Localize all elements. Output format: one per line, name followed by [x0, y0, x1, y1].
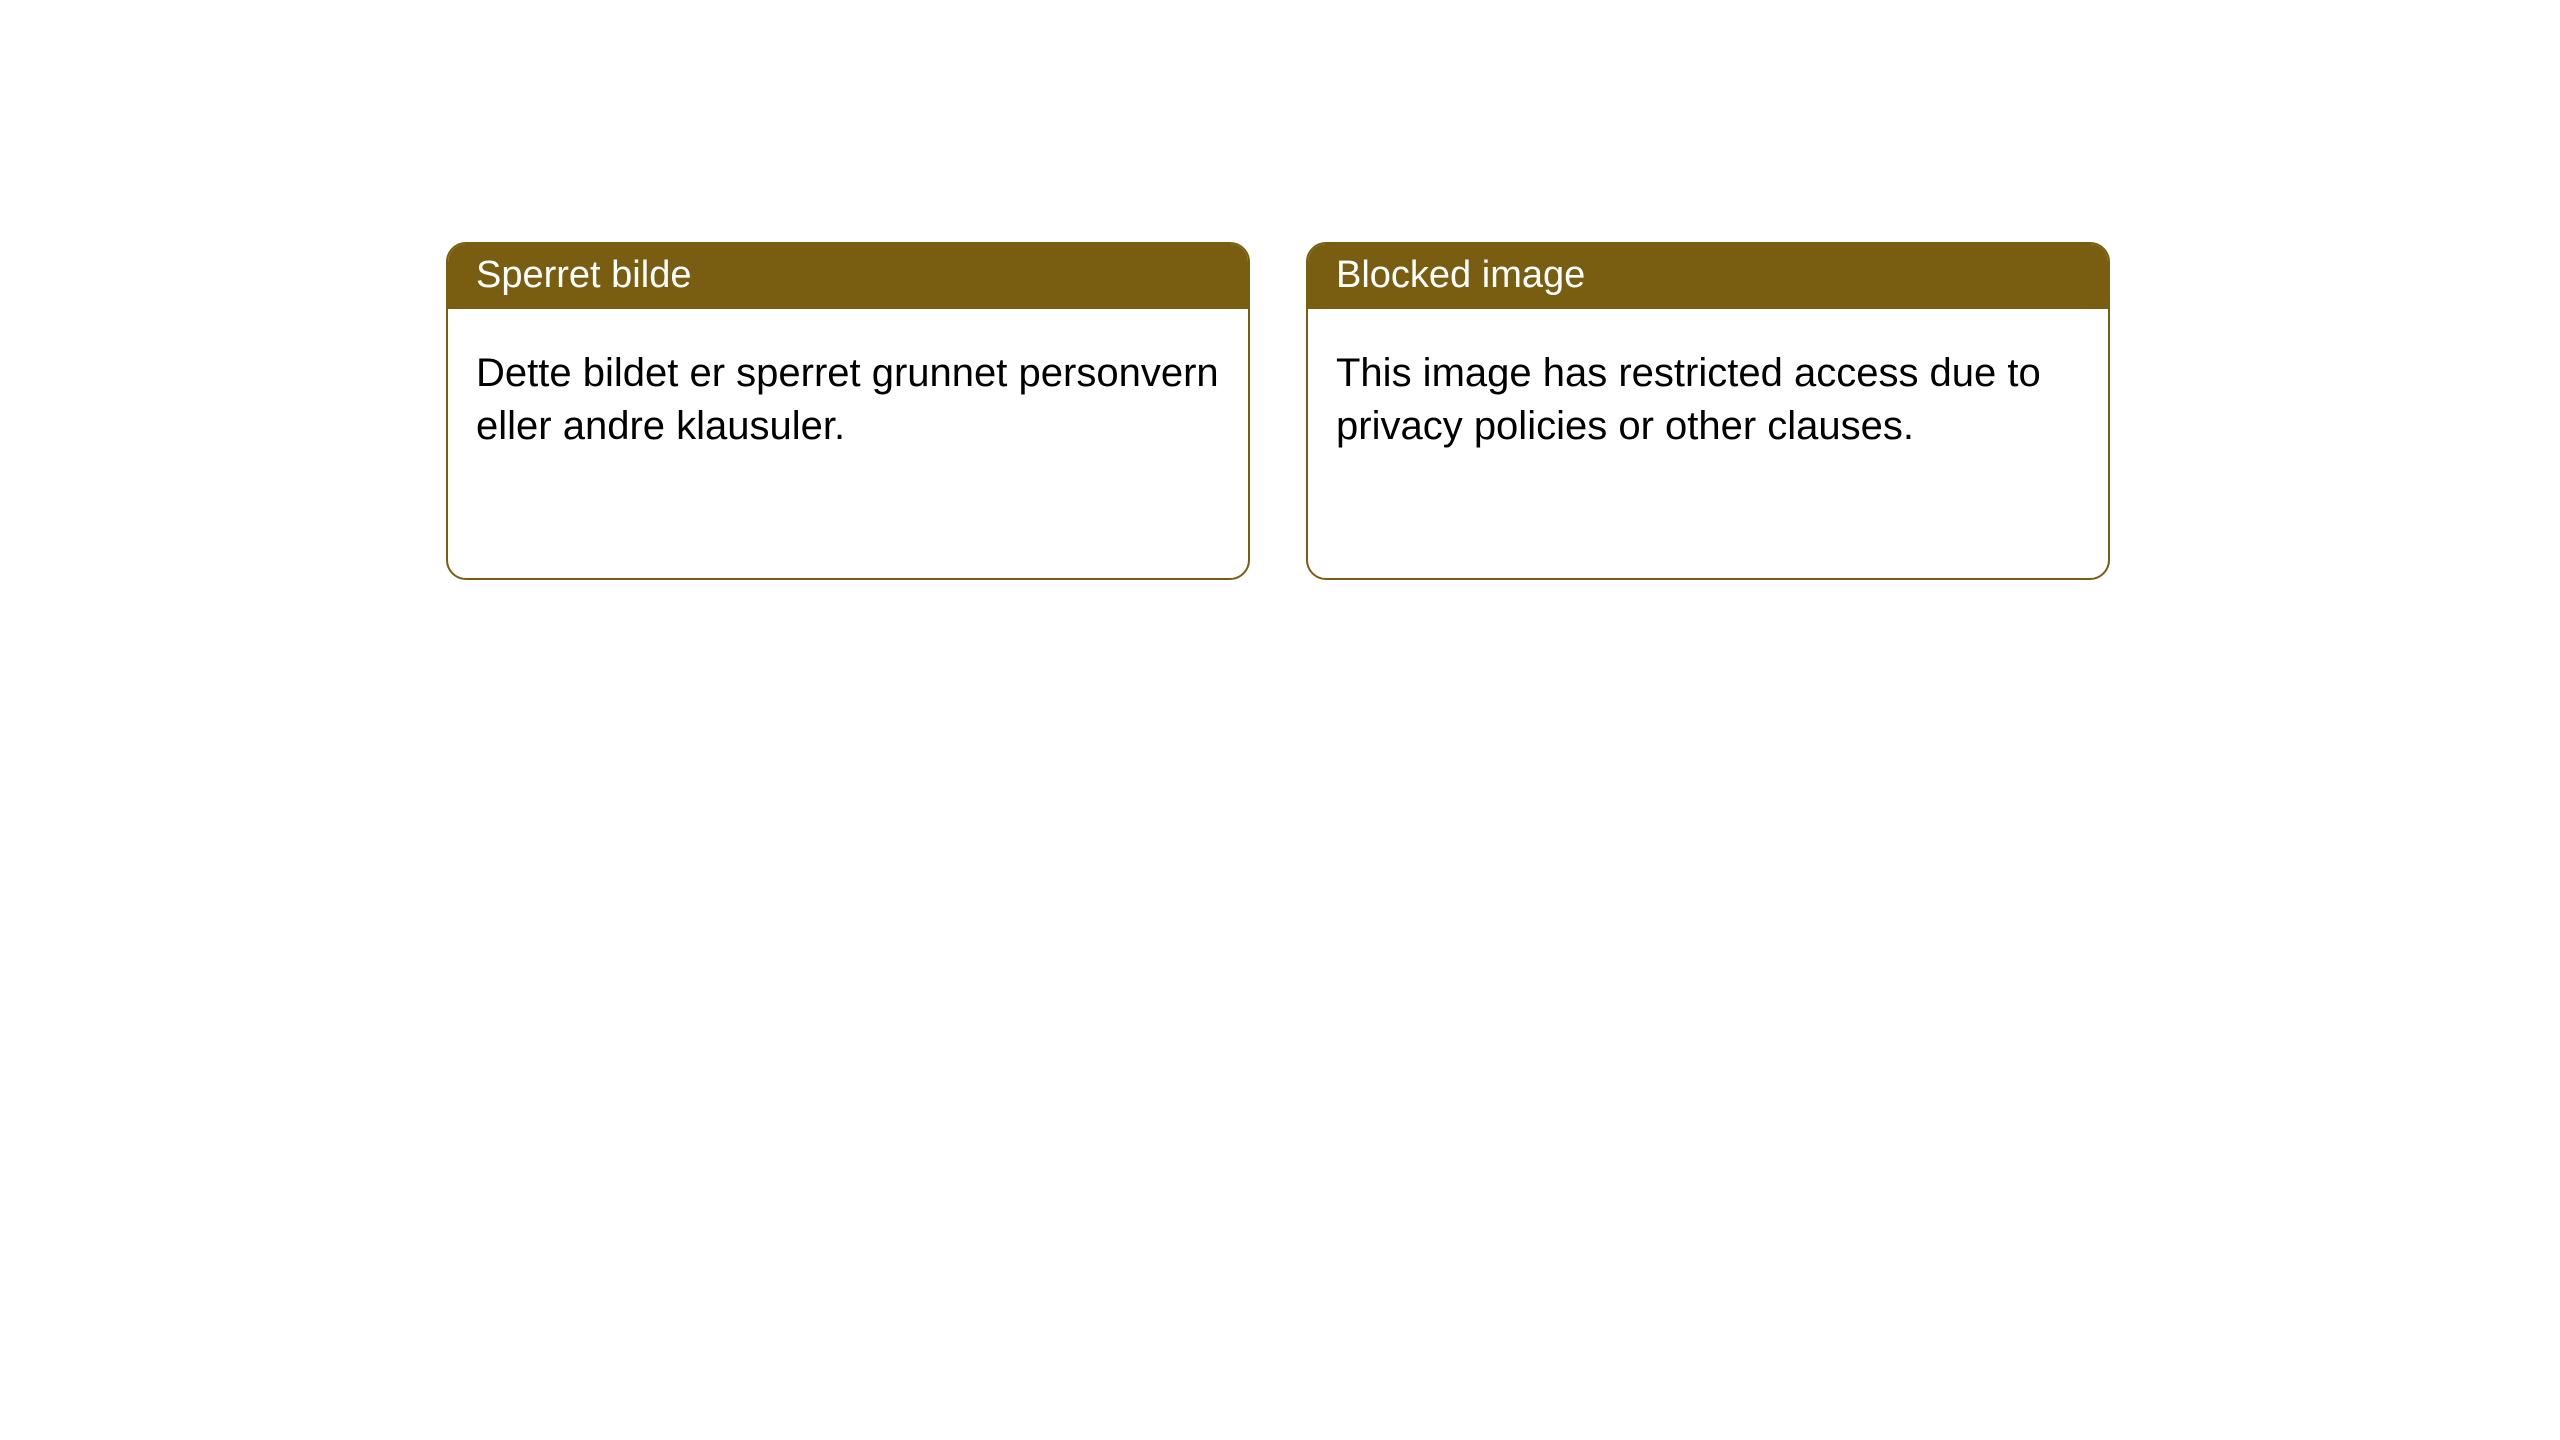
panel-header-no: Sperret bilde	[448, 244, 1248, 309]
panel-header-en: Blocked image	[1308, 244, 2108, 309]
blocked-image-panel-no: Sperret bilde Dette bildet er sperret gr…	[446, 242, 1250, 580]
panel-body-en: This image has restricted access due to …	[1308, 309, 2108, 481]
notice-container: Sperret bilde Dette bildet er sperret gr…	[0, 0, 2560, 580]
panel-body-no: Dette bildet er sperret grunnet personve…	[448, 309, 1248, 481]
blocked-image-panel-en: Blocked image This image has restricted …	[1306, 242, 2110, 580]
